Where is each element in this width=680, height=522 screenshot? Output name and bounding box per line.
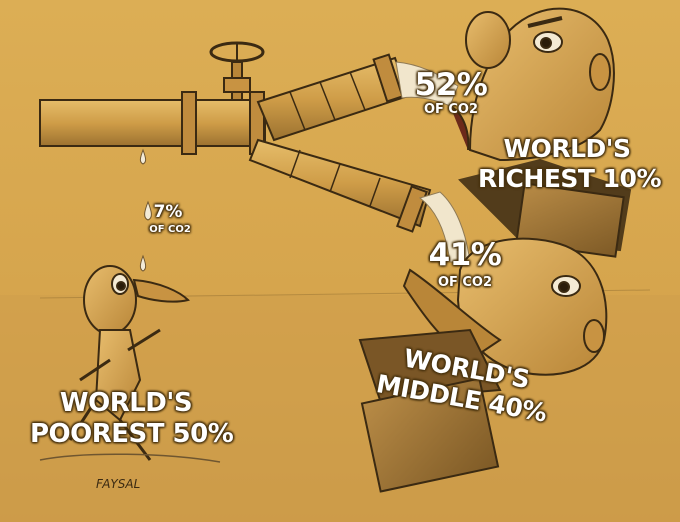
richest-group-label: WORLD'S RICHEST 10% (478, 134, 662, 193)
middle-unit-label: OF CO2 (437, 275, 493, 290)
artist-signature: FAYSAL (96, 477, 140, 491)
middle-percent-label: 41% (428, 237, 502, 273)
richest-man (449, 7, 632, 258)
middle-seat (360, 377, 500, 493)
richest-group-line2: RICHEST 10% (478, 163, 662, 193)
water-stream-richest (395, 61, 459, 107)
poorest-percent-label: 7% (153, 202, 183, 222)
poorest-person (39, 265, 221, 463)
poorest-unit-label: OF CO2 (149, 224, 191, 235)
poorest-group-label: WORLD'S POOREST 50% (30, 388, 234, 449)
poorest-group-line1: WORLD'S (59, 388, 193, 418)
richest-group-line1: WORLD'S (503, 134, 631, 163)
richest-unit-label: OF CO2 (423, 102, 479, 117)
richest-percent-label: 52% (414, 67, 488, 103)
water-drip-2 (144, 200, 152, 221)
middle-man (358, 237, 608, 493)
poorest-group-line2: POOREST 50% (30, 418, 234, 449)
water-drip-1 (139, 148, 147, 165)
water-drip-3 (139, 254, 147, 272)
water-pipe (39, 41, 432, 233)
